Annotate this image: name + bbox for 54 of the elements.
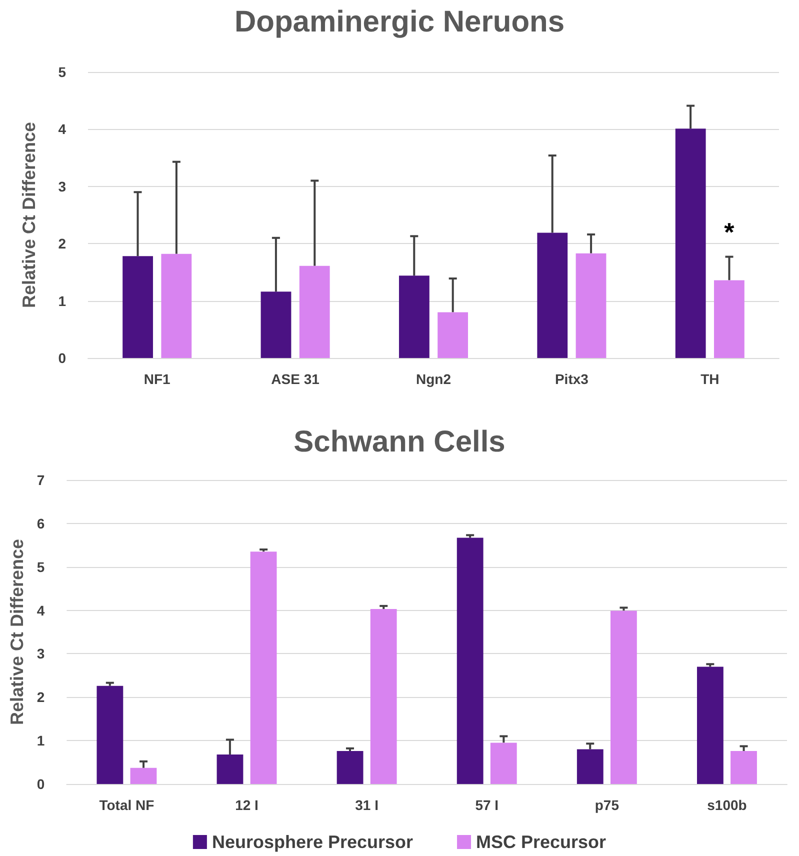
x-tick-label: ASE 31: [271, 371, 320, 387]
annotation: *: [724, 217, 736, 248]
bar: [537, 232, 568, 358]
y-tick-label: 3: [58, 178, 66, 194]
y-tick-label: 0: [58, 350, 66, 366]
x-tick-label: s100b: [707, 797, 747, 813]
bar: [398, 276, 430, 358]
chart-title: Schwann Cells: [294, 426, 506, 458]
x-tick-label: 31 I: [355, 797, 378, 813]
x-tick-label: p75: [594, 797, 620, 813]
x-tick-label: Total NF: [99, 797, 155, 813]
bar: [714, 280, 744, 358]
x-tick-label: Ngn2: [416, 371, 452, 387]
bar: [576, 253, 606, 358]
y-tick-label: 2: [36, 689, 45, 706]
legend-label: Neurosphere Precursor: [212, 832, 414, 852]
y-axis-title: Relative Ct Difference: [7, 538, 27, 726]
chart-title: Dopaminergic Neruons: [234, 6, 565, 38]
x-tick-label: 12 I: [235, 797, 258, 813]
y-tick-label: 6: [36, 515, 45, 532]
bar: [96, 686, 124, 784]
bar: [456, 538, 484, 784]
y-tick-label: 1: [58, 292, 66, 309]
y-tick-label: 4: [58, 121, 66, 138]
bar: [216, 754, 244, 784]
bar: [675, 128, 706, 358]
bar: [336, 750, 364, 784]
y-tick-label: 0: [36, 776, 45, 792]
bar: [730, 750, 757, 784]
y-tick-label: 5: [58, 64, 66, 80]
bar: [260, 292, 292, 358]
bar: [122, 256, 153, 358]
y-tick-label: 1: [36, 732, 45, 749]
x-tick-label: TH: [700, 371, 720, 387]
bar: [250, 552, 277, 784]
bar: [696, 666, 724, 784]
bar: [610, 610, 637, 784]
bar: [299, 266, 330, 358]
bar: [576, 749, 604, 784]
y-axis-title: Relative Ct Difference: [19, 122, 39, 308]
x-tick-label: Pitx3: [554, 371, 589, 387]
x-tick-label: NF1: [144, 371, 171, 387]
y-tick-label: 7: [36, 472, 45, 488]
legend-label: MSC Precursor: [476, 832, 606, 852]
bar: [490, 742, 517, 784]
bar: [370, 608, 397, 784]
bar: [130, 768, 157, 784]
y-tick-label: 5: [36, 558, 45, 575]
y-tick-label: 3: [36, 646, 45, 662]
x-tick-label: 57 I: [475, 797, 499, 813]
y-tick-label: 2: [58, 236, 66, 252]
y-tick-label: 4: [36, 602, 45, 618]
bar: [438, 312, 468, 358]
bar: [161, 254, 192, 358]
